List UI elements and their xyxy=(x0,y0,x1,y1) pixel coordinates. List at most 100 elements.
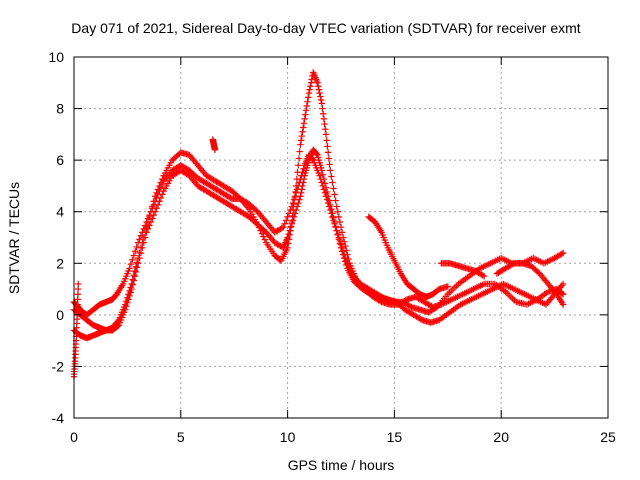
data-point xyxy=(324,193,332,200)
data-point xyxy=(559,301,567,308)
data-point xyxy=(235,194,243,201)
data-point xyxy=(123,297,130,305)
data-point xyxy=(130,272,138,279)
data-point xyxy=(324,149,332,156)
data-point xyxy=(341,254,348,262)
data-point xyxy=(211,146,219,154)
plot-frame xyxy=(73,56,609,419)
data-point xyxy=(296,148,303,155)
data-point xyxy=(339,234,347,241)
data-point xyxy=(302,111,309,118)
data-point xyxy=(305,94,312,101)
data-point xyxy=(558,290,566,297)
data-point xyxy=(321,120,328,128)
data-point xyxy=(325,155,333,162)
data-point xyxy=(329,210,336,217)
data-point xyxy=(559,291,567,298)
data-point xyxy=(326,197,333,204)
data-point xyxy=(338,248,346,255)
data-point xyxy=(324,143,331,150)
data-point xyxy=(159,175,166,183)
data-point xyxy=(258,230,266,237)
data-point xyxy=(126,287,133,294)
data-point xyxy=(128,280,135,288)
data-point xyxy=(559,249,567,257)
data-point xyxy=(261,236,269,243)
data-point xyxy=(297,189,305,197)
data-point xyxy=(124,294,131,301)
data-point xyxy=(290,213,298,221)
data-point xyxy=(280,223,287,231)
series-track-C xyxy=(70,69,567,342)
data-point xyxy=(289,199,297,207)
data-point xyxy=(303,102,311,110)
data-point xyxy=(318,167,325,174)
data-point xyxy=(285,236,293,243)
data-point xyxy=(146,213,153,221)
data-point xyxy=(137,244,145,252)
data-point xyxy=(281,220,288,227)
y-tick-label: 6 xyxy=(56,152,64,168)
data-point xyxy=(319,105,326,112)
data-point xyxy=(315,83,322,90)
data-point xyxy=(338,229,346,236)
data-point xyxy=(330,214,337,221)
series-track-H xyxy=(209,136,219,154)
data-point xyxy=(154,186,162,193)
data-point xyxy=(342,242,349,250)
data-point xyxy=(294,203,301,210)
data-point xyxy=(343,261,350,269)
data-point xyxy=(285,210,293,217)
data-point xyxy=(130,252,138,259)
data-point xyxy=(142,229,149,236)
data-point xyxy=(334,208,341,215)
data-point xyxy=(133,259,141,266)
y-tick-label: 10 xyxy=(48,49,64,65)
data-point xyxy=(153,189,160,197)
data-point xyxy=(126,265,133,272)
data-point xyxy=(323,137,330,144)
data-point xyxy=(293,175,301,183)
data-point xyxy=(301,115,308,123)
data-point xyxy=(321,180,329,187)
data-point xyxy=(300,179,307,186)
data-point xyxy=(136,249,143,257)
x-axis-label: GPS time / hours xyxy=(288,457,395,473)
data-point xyxy=(335,213,343,221)
data-point xyxy=(342,258,349,265)
data-point xyxy=(255,224,263,231)
data-point xyxy=(329,179,336,186)
data-point xyxy=(300,124,307,131)
data-point xyxy=(296,196,303,203)
data-point xyxy=(144,218,152,226)
y-axis-label: SDTVAR / TECUs xyxy=(6,182,22,294)
data-point xyxy=(125,291,132,298)
y-tick-label: 0 xyxy=(56,307,64,323)
data-point xyxy=(294,168,301,176)
data-point xyxy=(260,233,267,240)
data-point xyxy=(286,231,293,239)
data-point xyxy=(299,182,306,190)
y-tick-label: -2 xyxy=(52,358,65,374)
data-point xyxy=(298,186,306,193)
data-point xyxy=(147,208,155,215)
data-point xyxy=(305,89,313,97)
data-point xyxy=(143,223,150,231)
data-point xyxy=(327,167,334,174)
y-tick-label: 2 xyxy=(56,255,64,271)
data-point xyxy=(330,185,337,192)
data-point xyxy=(337,223,345,231)
series-track-D xyxy=(365,213,451,301)
data-point xyxy=(320,115,328,123)
data-point xyxy=(509,260,516,268)
data-point xyxy=(345,255,352,263)
data-point xyxy=(317,96,325,104)
data-point xyxy=(320,110,327,117)
data-point xyxy=(333,203,340,210)
data-point xyxy=(159,191,166,198)
data-point xyxy=(344,251,351,258)
data-point xyxy=(295,199,302,207)
y-tick-label: 4 xyxy=(56,204,64,220)
x-tick-label: 20 xyxy=(493,429,509,445)
